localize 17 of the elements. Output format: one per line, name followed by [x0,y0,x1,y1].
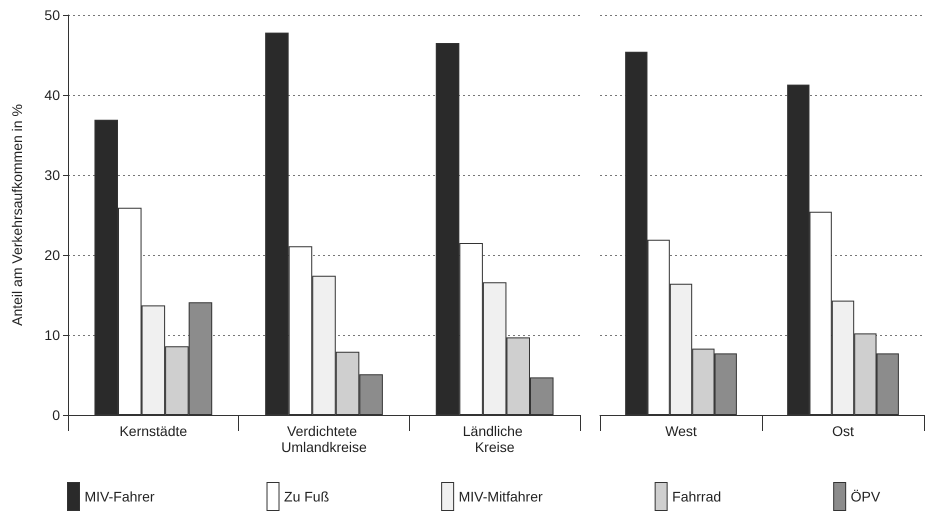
x-tick-label: Verdichtete Umlandkreise [281,423,368,455]
y-tick-label: 20 [44,247,60,263]
y-tick-label: 30 [44,167,60,183]
legend-label: MIV-Mitfahrer [458,488,543,504]
y-tick-label: 40 [44,87,60,103]
legend-label: ÖPV [850,488,881,504]
x-tick-label: Ost [832,423,854,439]
legend-label: Zu Fuß [284,488,330,504]
y-tick-label: 50 [44,7,60,23]
x-tick-label: Ländliche Kreise [462,423,527,455]
y-tick-label: 10 [44,327,60,343]
legend-label: Fahrrad [672,488,722,504]
legend-label: MIV-Fahrer [84,488,155,504]
x-tick-label: West [665,423,697,439]
y-tick-label: 0 [52,407,60,423]
y-axis-title: Anteil am Verkehrsaufkommen in % [9,104,25,326]
x-tick-label: Kernstädte [119,423,188,439]
